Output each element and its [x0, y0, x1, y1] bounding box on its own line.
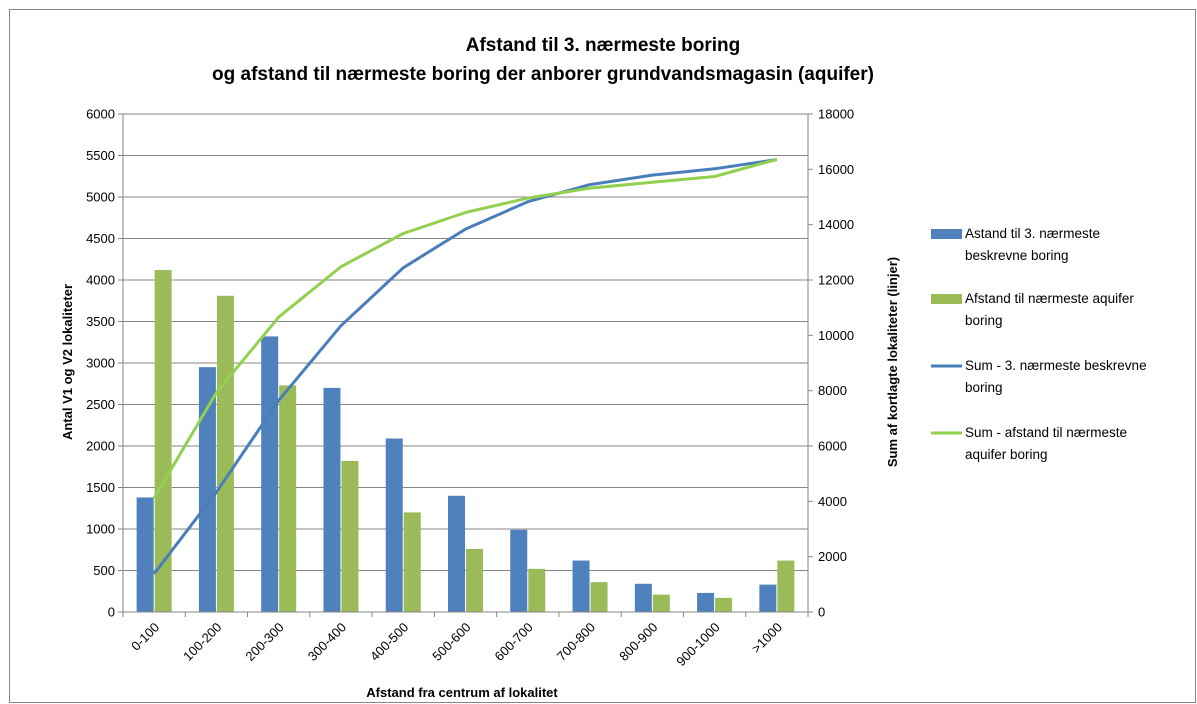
legend-swatch: [931, 229, 962, 239]
bar-astand-3-naermeste: [634, 583, 652, 612]
gridlines: [123, 113, 808, 571]
y-tick-label: 3000: [86, 356, 115, 371]
y-axis-title: Antal V1 og V2 lokaliteter: [60, 284, 75, 440]
series-line-sum-aquifer: [152, 157, 778, 499]
bar-astand-3-naermeste: [448, 495, 465, 612]
y2-tick-label: 10000: [818, 328, 854, 343]
series-lines: [152, 157, 778, 575]
x-tick-label: 800-900: [616, 620, 660, 664]
bar-astand-3-naermeste: [697, 592, 715, 612]
y-tick-label: 5500: [86, 148, 115, 163]
x-tick-label: 0-100: [128, 620, 162, 654]
y-tick-label: 500: [93, 563, 115, 578]
y-tick-label: 6000: [86, 107, 115, 122]
legend-label: boring: [965, 313, 1003, 328]
y2-tick-label: 2000: [818, 549, 847, 564]
y-tick-label: 4000: [86, 273, 115, 288]
axes: [118, 113, 813, 617]
bar-afstand-aquifer: [590, 582, 608, 612]
y2-axis-title: Sum af kortlagte lokaliteter (linjer): [885, 257, 900, 467]
y-tick-label: 3500: [86, 314, 115, 329]
bar-afstand-aquifer: [216, 295, 234, 612]
legend-label: Sum - 3. nærmeste beskrevne: [965, 358, 1147, 373]
bars: [136, 270, 795, 612]
x-tick-label: 300-400: [305, 620, 349, 664]
y2-tick-label: 18000: [818, 107, 854, 122]
chart-title-line-2: og afstand til nærmeste boring der anbor…: [212, 64, 874, 85]
bar-afstand-aquifer: [466, 548, 483, 612]
bar-afstand-aquifer: [403, 512, 421, 612]
bar-afstand-aquifer: [528, 568, 546, 612]
x-tick-label: 700-800: [554, 620, 598, 664]
y-tick-label: 4500: [86, 231, 115, 246]
y-tick-label: 0: [108, 605, 115, 620]
bar-astand-3-naermeste: [385, 438, 403, 612]
x-axis-title: Afstand fra centrum af lokalitet: [366, 685, 558, 700]
y2-tick-label: 4000: [818, 494, 847, 509]
bar-astand-3-naermeste: [198, 367, 216, 612]
y2-tick-label: 0: [818, 605, 825, 620]
y2-tick-label: 16000: [818, 162, 854, 177]
legend: Astand til 3. nærmeste beskrevne boring Af…: [931, 226, 1147, 462]
legend-swatch: [931, 294, 962, 304]
x-tick-label: 900-1000: [673, 620, 722, 669]
bar-afstand-aquifer: [777, 560, 795, 612]
bar-astand-3-naermeste: [136, 497, 154, 612]
legend-label: Sum - afstand til nærmeste: [965, 425, 1127, 440]
y-tick-label: 5000: [86, 190, 115, 205]
series-line-sum-3-naermeste: [152, 158, 778, 575]
x-tick-label: 500-600: [429, 620, 473, 664]
bar-afstand-aquifer: [279, 385, 297, 612]
y-tick-label: 1000: [86, 522, 115, 537]
x-tick-label: 200-300: [242, 620, 286, 664]
bar-astand-3-naermeste: [759, 584, 777, 612]
bar-afstand-aquifer: [341, 460, 359, 612]
y2-tick-label: 14000: [818, 217, 854, 232]
bar-afstand-aquifer: [715, 597, 733, 612]
bar-astand-3-naermeste: [572, 560, 590, 612]
y2-tick-label: 8000: [818, 383, 847, 398]
bar-astand-3-naermeste: [323, 387, 341, 612]
x-tick-label: 100-200: [180, 620, 224, 664]
y-tick-label: 1500: [86, 480, 115, 495]
x-tick-label: 600-700: [492, 620, 536, 664]
x-tick-label: >1000: [749, 620, 785, 656]
y-tick-label: 2500: [86, 397, 115, 412]
legend-label: beskrevne boring: [965, 248, 1069, 263]
y2-tick-label: 12000: [818, 273, 854, 288]
legend-label: Astand til 3. nærmeste: [965, 226, 1100, 241]
bar-afstand-aquifer: [652, 594, 670, 612]
bar-astand-3-naermeste: [510, 529, 528, 612]
legend-label: aquifer boring: [965, 447, 1048, 462]
legend-label: boring: [965, 380, 1003, 395]
y-tick-label: 2000: [86, 439, 115, 454]
bar-astand-3-naermeste: [261, 336, 279, 612]
y2-tick-label: 6000: [818, 439, 847, 454]
chart-title-line-1: Afstand til 3. nærmeste boring: [466, 35, 740, 56]
bar-afstand-aquifer: [154, 270, 172, 612]
legend-label: Afstand til nærmeste aquifer: [965, 291, 1134, 306]
x-tick-label: 400-500: [367, 620, 411, 664]
